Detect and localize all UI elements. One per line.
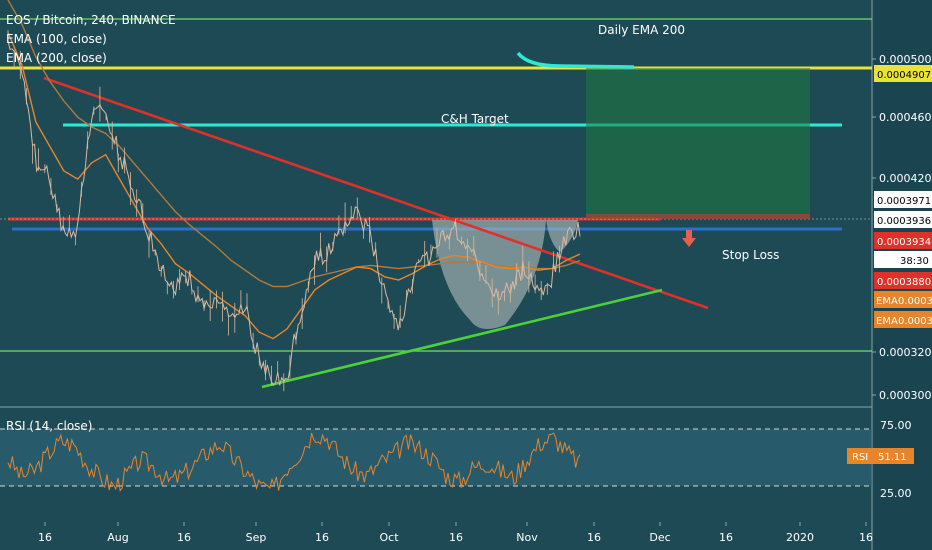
x-tick-label: 16 [38,531,52,544]
price-tag [874,251,932,268]
ema200-line [7,0,581,288]
x-tick-label: Aug [107,531,128,544]
rsi-legend: RSI (14, close) [6,419,92,433]
price-tag-label: 0.0003880 [877,277,931,288]
price-tag [874,311,932,328]
price-tag-label: 0.0003936 [877,216,931,227]
price-tag [874,211,932,228]
x-tick-label: 16 [859,531,873,544]
x-tick-label: 16 [719,531,733,544]
ema-tag-value: 0.0003781 [898,296,932,307]
x-tick-label: 16 [177,531,191,544]
x-tick-label: 2020 [786,531,814,544]
ch-target-annotation: C&H Target [441,112,509,126]
symbol-title: EOS / Bitcoin, 240, BINANCE [6,13,176,27]
stop-loss-annotation: Stop Loss [722,248,779,262]
x-tick-label: 16 [449,531,463,544]
ema100-legend: EMA (100, close) [6,32,107,46]
ema200-legend: EMA (200, close) [6,51,107,65]
daily-ema-curve [516,51,635,69]
rsi-tick-label: 25.00 [880,487,912,500]
daily-ema-annotation: Daily EMA 200 [598,23,685,37]
ascending-trendline [261,288,663,389]
rsi-tag-value-bg [874,448,914,464]
rsi-tick-label: 75.00 [880,419,912,432]
rsi-tag-value: 51.11 [878,452,907,463]
price-tag [874,191,932,208]
x-tick-label: Dec [649,531,670,544]
target-zone [586,68,810,218]
stop-loss-arrow-icon [682,230,696,247]
y-tick-label: 0.0003000 [879,389,932,402]
price-tag-label: 0.0003934 [877,237,931,248]
descending-trendline [43,76,709,310]
price-tag [874,272,932,289]
rsi-line [7,432,581,492]
x-tick-label: 16 [315,531,329,544]
rsi-tag-label-bg [847,448,881,464]
cup-shape [432,220,546,329]
ema-tag-label: EMA [876,296,898,307]
price-tag-label: 0.0003971 [877,196,931,207]
price-tag-label: 0.0004907 [877,70,931,81]
price-tag [874,232,932,249]
x-tick-label: Nov [516,531,538,544]
ema100-line [7,32,581,340]
price-tag [874,65,932,82]
x-tick-label: Oct [379,531,399,544]
target-zone-base [586,214,810,219]
x-tick-label: 16 [587,531,601,544]
price-line [7,40,581,387]
price-tag-label: 38:30 [900,256,929,267]
ema-tag-label: EMA [876,316,898,327]
rsi-tag-label: RSI [852,452,868,463]
price-tag [874,291,932,308]
ema-tag-value: 0.0003718 [898,316,932,327]
x-tick-label: Sep [246,531,267,544]
